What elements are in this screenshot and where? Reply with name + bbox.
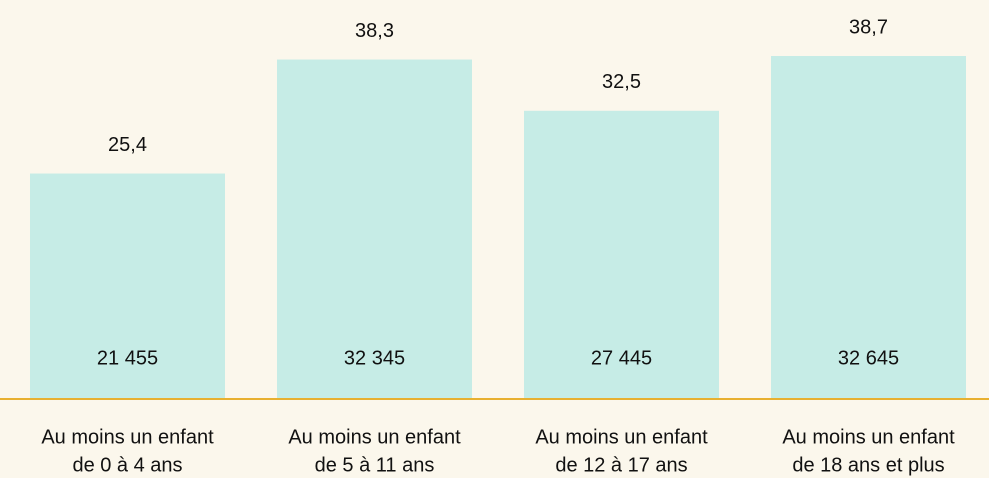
x-tick-label: de 5 à 11 ans xyxy=(315,454,435,476)
count-label: 27 445 xyxy=(591,347,652,369)
value-label: 32,5 xyxy=(602,71,641,93)
x-tick-label: de 18 ans et plus xyxy=(792,454,944,476)
value-label: 38,3 xyxy=(355,20,394,42)
x-tick-label: de 0 à 4 ans xyxy=(72,454,182,476)
count-label: 21 455 xyxy=(97,347,158,369)
count-label: 32 345 xyxy=(344,347,405,369)
x-tick-label: Au moins un enfant xyxy=(535,426,708,448)
value-label: 25,4 xyxy=(108,134,147,156)
bar xyxy=(277,59,472,399)
bar xyxy=(30,173,225,398)
x-tick-label: Au moins un enfant xyxy=(782,426,955,448)
x-tick-label: de 12 à 17 ans xyxy=(555,454,687,476)
x-tick-label: Au moins un enfant xyxy=(288,426,461,448)
bar xyxy=(771,56,966,398)
x-tick-label: Au moins un enfant xyxy=(41,426,214,448)
value-label: 38,7 xyxy=(849,16,888,38)
bar xyxy=(524,110,719,398)
count-label: 32 645 xyxy=(838,347,899,369)
